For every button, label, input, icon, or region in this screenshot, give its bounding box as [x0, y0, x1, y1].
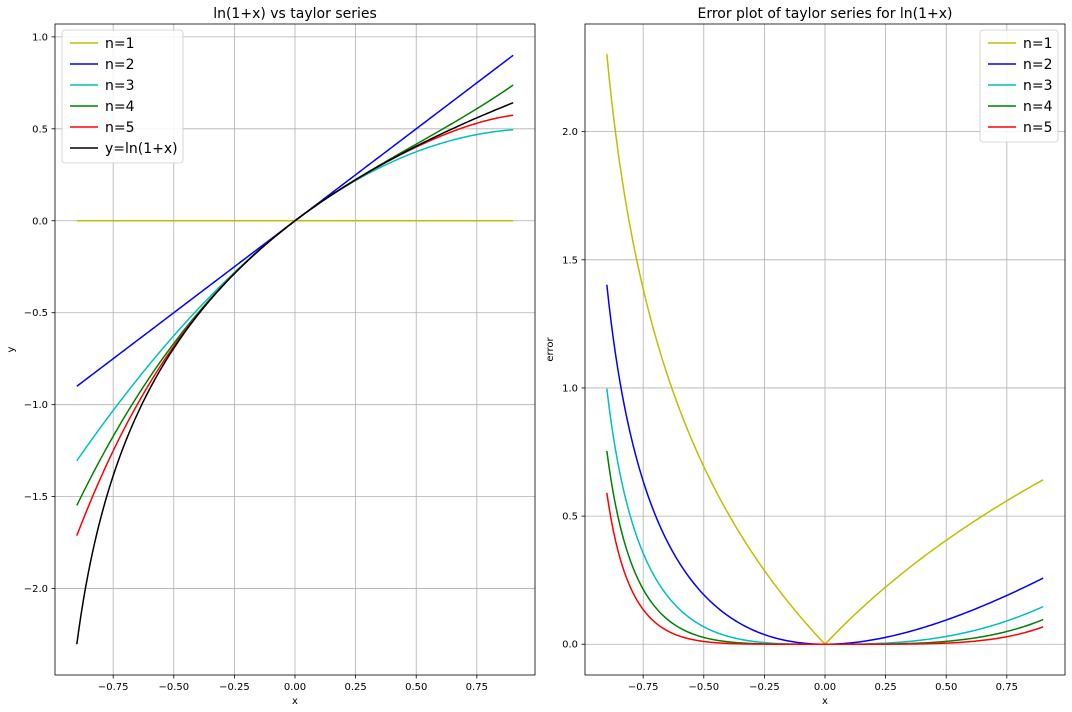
y-axis-label: y — [6, 346, 17, 352]
legend-entry-1: n=1 — [1023, 36, 1053, 52]
x-tick-label: −0.25 — [749, 682, 780, 693]
y-tick-label: −1.0 — [24, 400, 48, 411]
x-tick-label: 0.00 — [284, 682, 306, 693]
x-axis-label: x — [822, 696, 828, 707]
legend-entry-4: n=4 — [105, 99, 135, 115]
legend-entry-1: n=1 — [105, 36, 135, 52]
x-tick-label: −0.50 — [158, 682, 189, 693]
legend-entry-6: y=ln(1+x) — [105, 141, 178, 157]
legend-entry-5: n=5 — [105, 120, 135, 136]
chart-title: ln(1+x) vs taylor series — [213, 6, 377, 22]
x-tick-label: −0.75 — [98, 682, 129, 693]
legend-entry-3: n=3 — [1023, 78, 1053, 94]
y-tick-label: 1.0 — [562, 383, 578, 394]
legend-entry-2: n=2 — [105, 57, 135, 73]
y-tick-label: −2.0 — [24, 584, 48, 595]
y-tick-label: 0.0 — [32, 216, 48, 227]
x-tick-label: 0.75 — [466, 682, 488, 693]
x-axis-label: x — [292, 696, 298, 707]
x-tick-label: −0.75 — [628, 682, 659, 693]
legend-entry-2: n=2 — [1023, 57, 1053, 73]
chart-title: Error plot of taylor series for ln(1+x) — [697, 6, 952, 22]
y-tick-label: −1.5 — [24, 492, 48, 503]
y-tick-label: −0.5 — [24, 308, 48, 319]
legend-box — [979, 29, 1059, 143]
y-tick-label: 0.5 — [32, 124, 48, 135]
x-tick-label: 0.75 — [996, 682, 1018, 693]
x-tick-label: −0.50 — [688, 682, 719, 693]
legend-entry-5: n=5 — [1023, 120, 1053, 136]
series-line-6 — [76, 102, 514, 645]
y-tick-label: 2.0 — [562, 127, 578, 138]
legend-entry-4: n=4 — [1023, 99, 1053, 115]
y-tick-label: 1.0 — [32, 32, 48, 43]
chart-panel-2: −0.75 −0.50 −0.25 0.00 0.25 0.50 0.75 0.0 0.5 1.0… — [545, 6, 1066, 707]
x-tick-label: 0.25 — [344, 682, 366, 693]
y-axis-label: error — [545, 337, 556, 362]
series-line-5 — [606, 492, 1044, 645]
legend-entry-3: n=3 — [105, 78, 135, 94]
chart-panel-1: −0.75 −0.50 −0.25 0.00 0.25 0.50 0.75 −2.0 −1.5 −… — [6, 6, 536, 707]
x-tick-label: 0.25 — [874, 682, 896, 693]
legend: n=1 n=2 n=3 n=4 n=5 y=ln(1+x) — [61, 29, 184, 164]
x-tick-label: −0.25 — [219, 682, 250, 693]
y-tick-label: 0.0 — [562, 640, 578, 651]
x-tick-label: 0.50 — [935, 682, 957, 693]
x-tick-label: 0.00 — [814, 682, 836, 693]
y-tick-label: 0.5 — [562, 512, 578, 523]
legend: n=1 n=2 n=3 n=4 n=5 — [979, 29, 1059, 143]
y-tick-label: 1.5 — [562, 255, 578, 266]
x-tick-label: 0.50 — [405, 682, 427, 693]
